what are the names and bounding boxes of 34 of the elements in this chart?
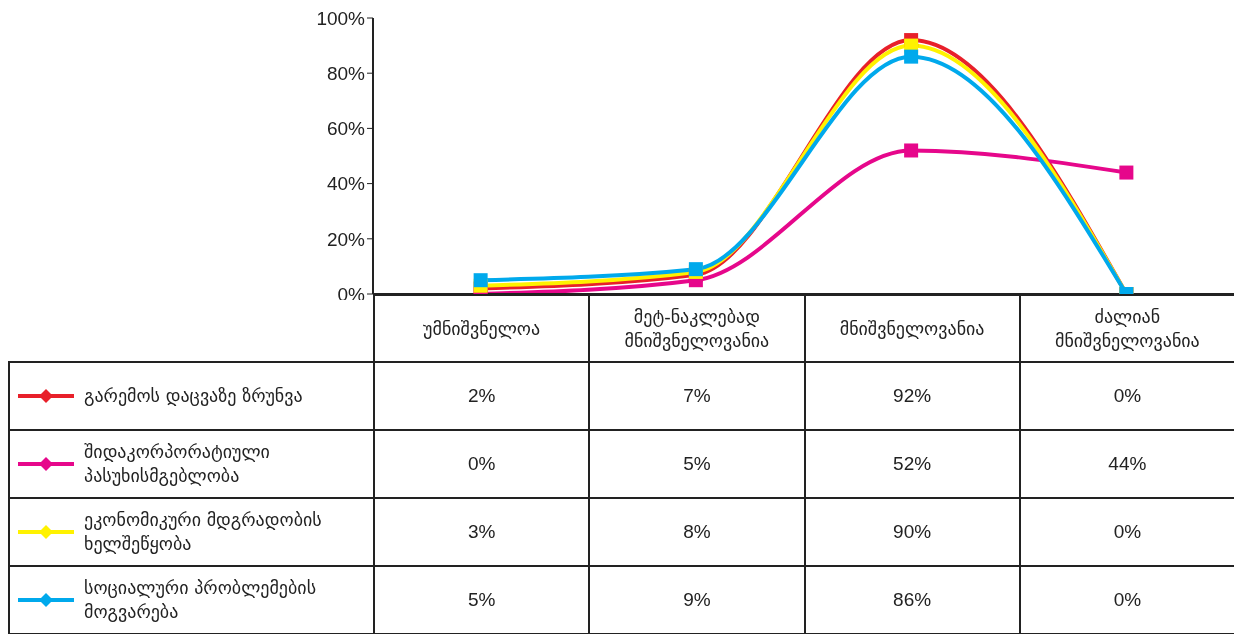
data-label: 90% [803,497,1021,567]
data-label: 0% [1018,497,1234,567]
data-label: 2% [373,361,591,431]
y-tick-label: 0% [337,283,366,305]
legend-label: სოციალური პრობლემების მოგვარება [83,576,318,624]
data-label: 5% [373,565,591,634]
data-label: 44% [1018,429,1234,499]
point [904,143,919,158]
data-label: 92% [803,361,1021,431]
data-label: 8% [588,497,806,567]
y-tick-label: 80% [326,62,366,84]
point [473,273,488,288]
data-label: 86% [803,565,1021,634]
x-tick-label: მნიშვნელოვანია [803,294,1021,363]
data-label: 9% [588,565,806,634]
point [1119,165,1134,180]
x-tick-label: ძალიან მნიშვნელოვანია [1018,294,1234,363]
y-tick-label: 100% [316,7,366,29]
data-label: 5% [588,429,806,499]
data-label: 3% [373,497,591,567]
data-label: 0% [1018,565,1234,634]
x-tick-label: უმნიშვნელოა [373,294,591,363]
x-tick-label: მეტ-ნაკლებად მნიშვნელოვანია [588,294,806,363]
data-label: 7% [588,361,806,431]
legend-label: ეკონომიკური მდგრადობის ხელშეწყობა [83,508,323,556]
y-tick-label: 60% [326,118,366,140]
legend-label: გარემოს დაცვაზე ზრუნვა [83,384,304,408]
data-label: 0% [1018,361,1234,431]
data-label: 52% [803,429,1021,499]
y-tick-label: 20% [326,228,366,250]
legend-label: შიდაკორპორატიული პასუხისმგებლობა [83,440,271,488]
point [904,49,919,64]
data-label: 0% [373,429,591,499]
y-tick-label: 40% [326,173,366,195]
